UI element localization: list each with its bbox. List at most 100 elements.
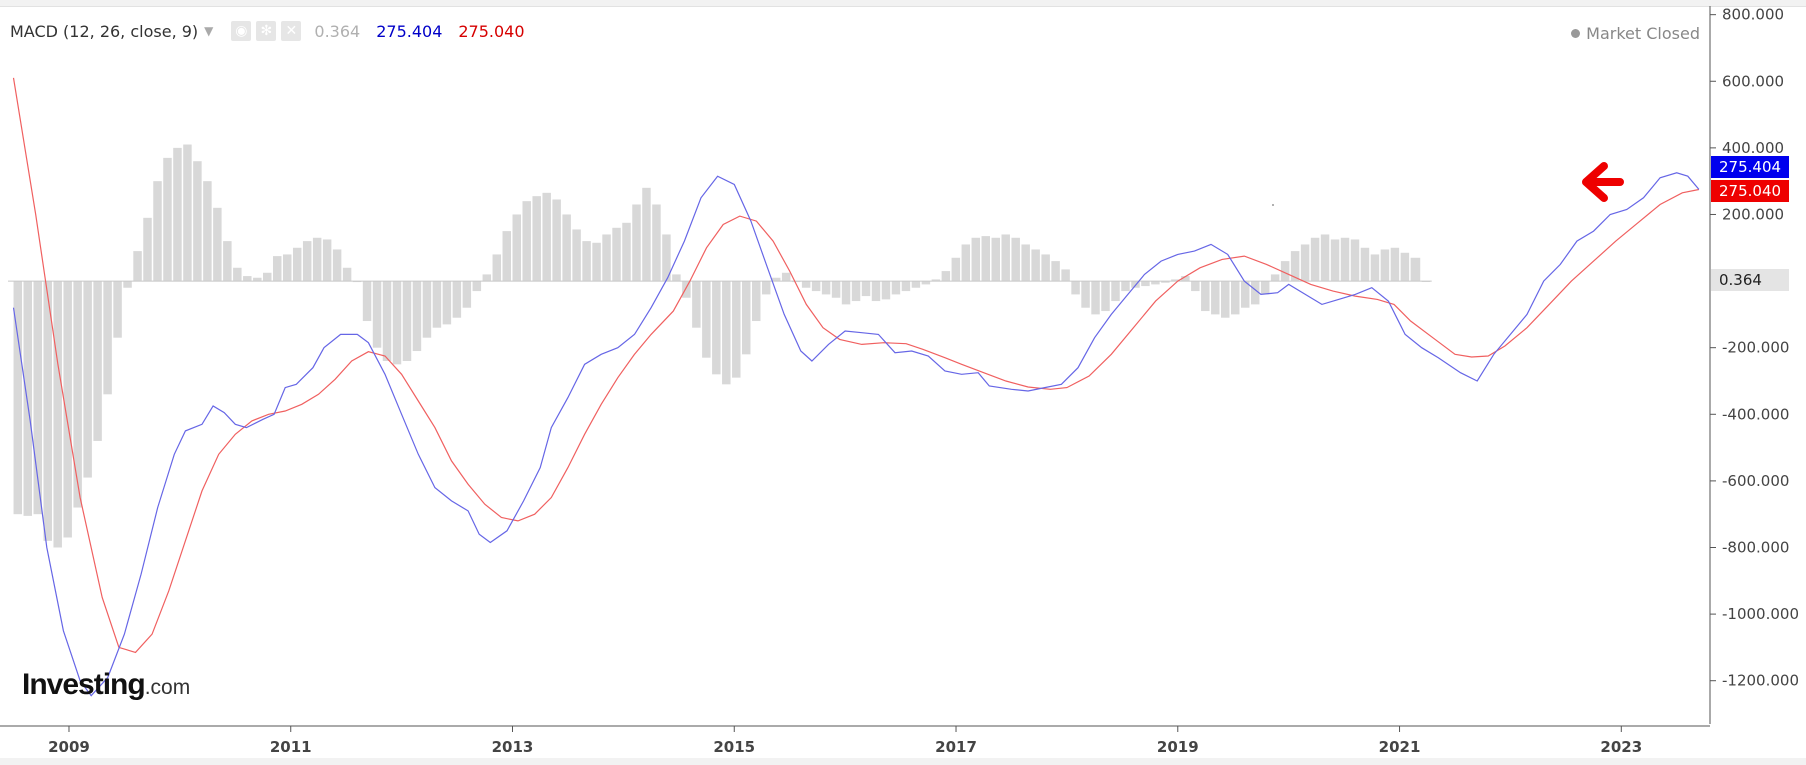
histogram-bar	[33, 281, 42, 515]
histogram-bar	[712, 281, 721, 375]
histogram-bar	[392, 281, 402, 365]
x-tick-label: 2023	[1600, 738, 1642, 756]
histogram-bar	[402, 281, 412, 362]
histogram-bar	[652, 204, 661, 282]
histogram-bar	[1400, 252, 1410, 282]
histogram-bar	[1141, 281, 1150, 287]
histogram-bar	[981, 236, 991, 282]
chart-artifact-dot	[1272, 204, 1274, 206]
market-status-label: Market Closed	[1586, 24, 1700, 43]
histogram-bar	[452, 281, 462, 318]
histogram-bar	[492, 254, 502, 282]
gear-icon[interactable]: ✻	[256, 21, 277, 41]
histogram-bar	[213, 207, 222, 282]
histogram-bar	[662, 234, 671, 282]
macd-value: 275.404	[376, 21, 443, 41]
macd-value-tag-label: 275.404	[1719, 158, 1781, 176]
histogram-bar	[1171, 279, 1180, 282]
lines-layer	[12, 77, 1700, 697]
chevron-down-icon[interactable]: ▼	[204, 24, 214, 38]
investing-logo: Investing.com	[22, 668, 190, 702]
y-tick-label: 600.000	[1722, 72, 1784, 90]
histogram-bar	[761, 281, 771, 295]
brand-suffix: .com	[144, 676, 191, 699]
histogram-bar	[223, 241, 232, 282]
y-tick-label: -600.000	[1722, 472, 1789, 490]
macd-line	[12, 172, 1700, 697]
histogram-bar	[851, 281, 861, 302]
histogram-bar	[153, 181, 162, 282]
histogram-bar	[1240, 281, 1250, 308]
eye-icon[interactable]: ◉	[231, 21, 252, 41]
histogram-bar	[292, 247, 302, 282]
histogram-bar	[732, 281, 741, 378]
y-tick-label: 400.000	[1722, 139, 1784, 157]
histogram-bar	[1061, 269, 1070, 282]
y-tick-label: 800.000	[1722, 6, 1784, 24]
histogram-bar	[1101, 281, 1110, 312]
macd-value-tag	[1711, 156, 1789, 178]
histogram-bar	[512, 214, 521, 282]
histogram-bar	[1410, 257, 1421, 282]
histogram-bar	[1071, 281, 1080, 295]
histogram-bar	[542, 192, 551, 282]
histogram-bar	[1201, 281, 1210, 312]
histogram-bar	[1161, 281, 1170, 283]
histogram-bar	[522, 201, 531, 282]
brand-name: Investing	[22, 668, 146, 701]
market-status: Market Closed	[1571, 24, 1700, 43]
histogram-bar	[1310, 237, 1320, 282]
histogram-bar	[173, 147, 182, 282]
histogram-bar	[183, 144, 192, 282]
pane-top-border	[0, 0, 1806, 7]
histogram-bar	[1380, 249, 1390, 282]
histogram-bar	[1031, 249, 1040, 282]
histogram-bar	[462, 281, 472, 308]
histogram-bar	[193, 161, 202, 282]
x-tick-label: 2017	[935, 738, 977, 756]
histogram-bar	[891, 281, 901, 295]
histogram-bar	[43, 281, 52, 541]
histogram-bar	[312, 237, 322, 282]
histogram-bar	[1370, 254, 1380, 282]
histogram-bar	[682, 281, 691, 298]
histogram-bar	[1121, 281, 1130, 292]
histogram-bar	[672, 274, 681, 282]
histogram-bar	[841, 281, 851, 305]
histogram-bar	[1181, 276, 1190, 282]
histogram-bar	[702, 281, 711, 358]
histogram-bar	[821, 281, 831, 295]
histogram-bar	[861, 281, 871, 297]
histogram-bar	[1041, 254, 1050, 282]
histogram-bar	[1360, 247, 1370, 282]
histogram-bar	[632, 204, 641, 282]
y-tick-label: -800.000	[1722, 538, 1789, 556]
histogram-bar	[1191, 281, 1200, 292]
histogram-layer	[8, 144, 1432, 548]
close-icon[interactable]: ✕	[281, 21, 302, 41]
histogram-bar	[123, 281, 132, 288]
indicator-title[interactable]: MACD (12, 26, close, 9)	[10, 21, 199, 41]
histogram-bar	[572, 229, 581, 282]
histogram-bar	[941, 271, 951, 282]
histogram-bar	[1011, 237, 1020, 282]
histogram-bar	[1250, 281, 1260, 305]
histogram-bar	[742, 281, 751, 355]
histogram-bar	[592, 242, 601, 282]
histogram-bar	[482, 274, 492, 282]
histogram-bar	[831, 281, 841, 298]
histogram-bar	[53, 281, 62, 548]
signal-value: 275.040	[458, 21, 525, 41]
histogram-bar	[103, 281, 112, 395]
histogram-value-tag-label: 0.364	[1719, 271, 1762, 289]
histogram-bar	[93, 281, 102, 441]
x-tick-label: 2013	[492, 738, 534, 756]
histogram-bar	[332, 249, 342, 282]
histogram-bar	[722, 281, 731, 385]
histogram-bar	[502, 231, 512, 282]
histogram-bar	[612, 227, 621, 282]
x-tick-label: 2015	[713, 738, 755, 756]
histogram-bar	[1330, 239, 1340, 282]
